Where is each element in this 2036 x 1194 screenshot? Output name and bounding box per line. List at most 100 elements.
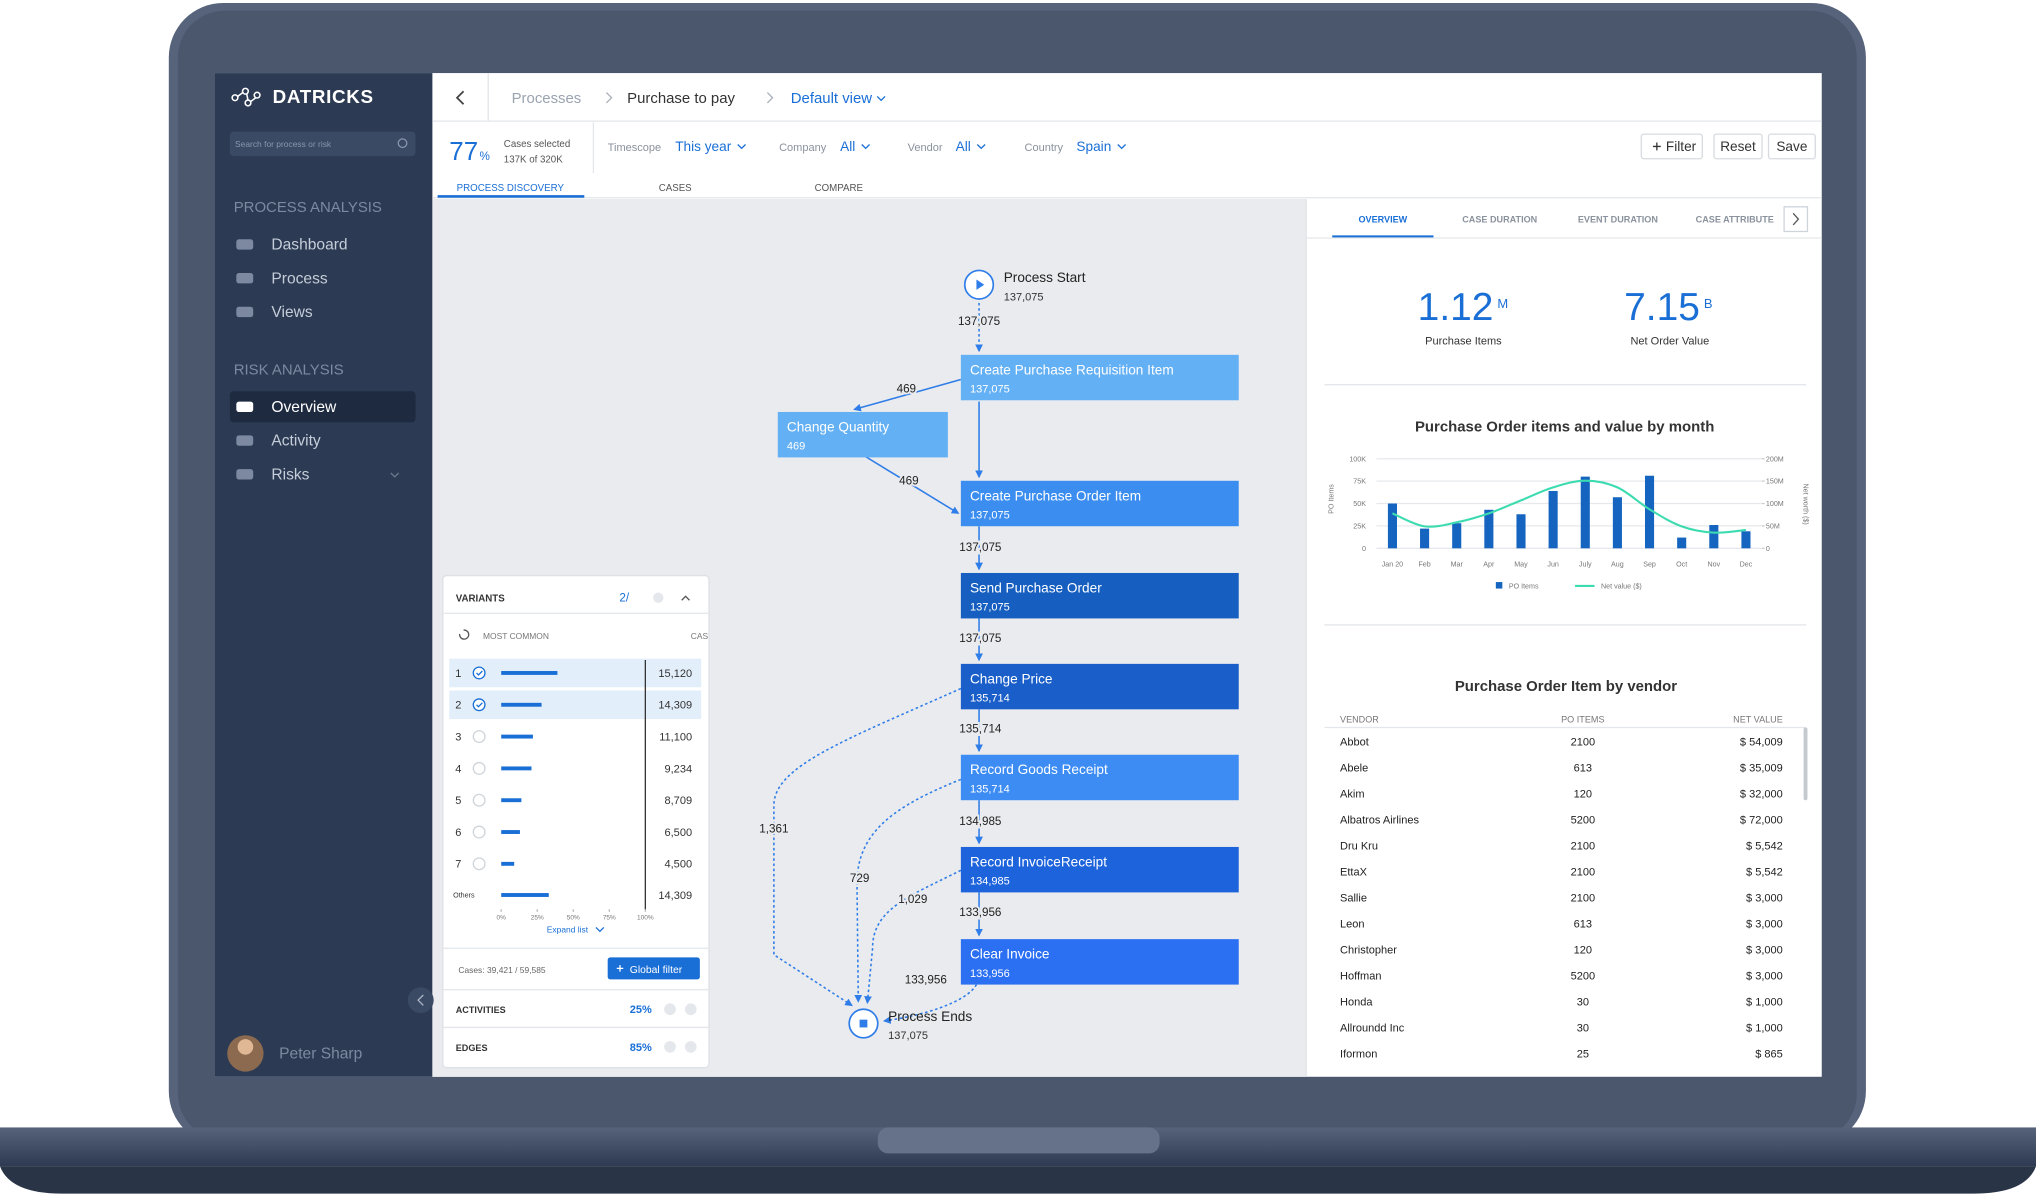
activity-node[interactable] (960, 354, 1239, 401)
dropdown-icon (861, 144, 871, 150)
filter-value[interactable]: All (956, 139, 971, 154)
variant-rank: 2 (455, 700, 461, 712)
nav-icon (236, 273, 254, 284)
table-cell: $ 865 (1755, 1048, 1783, 1060)
tab[interactable]: EVENT DURATION (1578, 214, 1658, 224)
nav-item[interactable]: Process (271, 270, 327, 287)
tab[interactable]: PROCESS DISCOVERY (457, 183, 565, 194)
nav-item[interactable]: Views (271, 304, 312, 321)
nav-item[interactable]: Activity (271, 433, 321, 450)
collapse-button[interactable] (407, 987, 434, 1014)
bar (1548, 490, 1558, 549)
variant-bar (501, 766, 532, 771)
table-cell: Abbot (1340, 737, 1369, 749)
nav-item[interactable]: Risks (271, 466, 309, 483)
activity-node[interactable] (960, 939, 1239, 985)
dropdown-icon (1117, 144, 1127, 150)
stepper-button[interactable] (664, 1041, 676, 1053)
setting-label: EDGES (456, 1043, 488, 1053)
chart-title: Purchase Order items and value by month (1415, 418, 1714, 435)
variant-checkbox[interactable] (472, 761, 486, 775)
table-cell: Akim (1340, 789, 1364, 801)
edge-label: 137,075 (959, 632, 1001, 645)
column-label: CAS (691, 631, 709, 641)
node-label: Create Purchase Requisition Item (970, 362, 1174, 377)
breadcrumb-item[interactable]: Purchase to pay (627, 90, 735, 107)
activity-node[interactable] (777, 411, 948, 458)
x-tick-label: Apr (1483, 560, 1495, 568)
node-label: Create Purchase Order Item (970, 488, 1141, 503)
variant-cases: 6,500 (665, 827, 693, 839)
tab[interactable]: COMPARE (815, 183, 864, 194)
table-cell: 25 (1577, 1048, 1589, 1060)
kpi-unit: B (1704, 296, 1713, 311)
action-button[interactable] (1640, 133, 1703, 160)
variant-checkbox[interactable] (472, 825, 486, 839)
breadcrumb-item[interactable]: Default view (791, 90, 873, 107)
tab-scroll[interactable] (1783, 206, 1809, 233)
action-label: Reset (1720, 139, 1756, 154)
stepper-button[interactable] (684, 1041, 697, 1053)
activity-node[interactable] (960, 480, 1239, 527)
variant-checkbox[interactable] (472, 793, 486, 807)
nav-item[interactable]: Dashboard (271, 237, 347, 254)
tab[interactable]: CASES (659, 183, 692, 194)
setting-value: 25% (630, 1004, 652, 1016)
action-button[interactable] (1767, 133, 1816, 160)
variant-cases: 11,100 (659, 731, 692, 743)
activity-node[interactable] (960, 754, 1239, 801)
y2-axis-label: Net worth ($) (1802, 484, 1810, 525)
logo-icon (231, 87, 261, 107)
variant-checkbox[interactable] (472, 698, 486, 712)
activity-node[interactable] (960, 846, 1239, 893)
bar (1677, 537, 1687, 549)
stepper-button[interactable] (684, 1003, 697, 1016)
sidebar (214, 73, 433, 1077)
action-label: Filter (1666, 139, 1697, 154)
action-button[interactable] (1713, 133, 1763, 160)
legend-label: Net value ($) (1601, 583, 1642, 591)
activity-node[interactable] (960, 663, 1239, 710)
tab[interactable]: OVERVIEW (1358, 214, 1407, 224)
table-cell: 2100 (1571, 841, 1596, 853)
user-name[interactable]: Peter Sharp (279, 1046, 362, 1063)
variant-checkbox[interactable] (472, 666, 486, 680)
table-cell: $ 3,000 (1746, 892, 1783, 904)
filter-label: Timescope (608, 142, 661, 154)
filter-label: Company (779, 142, 827, 154)
axis-tick-label: 25% (531, 915, 544, 922)
tab[interactable]: CASE ATTRIBUTE (1696, 214, 1774, 224)
x-tick-label: Jun (1547, 560, 1559, 568)
cases-unit: % (479, 150, 489, 163)
kpi-label: Net Order Value (1630, 335, 1709, 347)
breadcrumb-item[interactable]: Processes (512, 90, 582, 107)
stepper-button[interactable] (664, 1003, 676, 1016)
variant-checkbox[interactable] (472, 857, 486, 871)
node-count: 135,714 (970, 693, 1010, 705)
scrollbar[interactable] (1803, 727, 1808, 801)
y2-tick-label: 200M (1766, 455, 1784, 463)
setting-label: ACTIVITIES (456, 1005, 506, 1015)
nav-item[interactable]: Overview (271, 399, 337, 416)
x-tick-label: Jan 20 (1382, 560, 1403, 568)
filter-value[interactable]: This year (675, 139, 731, 154)
y2-tick-label: 0 (1766, 545, 1770, 553)
tab[interactable]: CASE DURATION (1462, 214, 1537, 224)
search-box[interactable] (229, 131, 416, 157)
end-icon (859, 1019, 868, 1028)
variant-checkbox[interactable] (472, 730, 486, 744)
dropdown-icon (876, 95, 886, 102)
activity-node[interactable] (960, 572, 1239, 619)
table-cell: 30 (1577, 1022, 1589, 1034)
global-filter-button[interactable] (607, 957, 700, 980)
axis-tick-label: 75% (603, 915, 616, 922)
selected-row (449, 658, 702, 688)
back-button[interactable] (455, 90, 465, 105)
y-tick-label: 50K (1353, 500, 1366, 508)
expand-link[interactable]: Expand list (547, 925, 589, 935)
filter-value[interactable]: Spain (1076, 139, 1111, 154)
table-cell: 2100 (1571, 867, 1596, 879)
axis-tick-label: 100% (637, 915, 654, 922)
search-placeholder: Search for process or risk (235, 139, 332, 149)
filter-value[interactable]: All (840, 139, 855, 154)
